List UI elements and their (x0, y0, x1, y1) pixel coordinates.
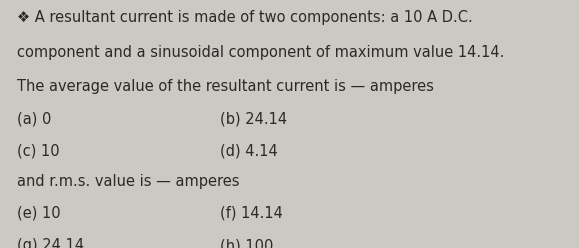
Text: The average value of the resultant current is — amperes: The average value of the resultant curre… (17, 79, 434, 94)
Text: (h) 100: (h) 100 (220, 238, 273, 248)
Text: (b) 24.14: (b) 24.14 (220, 112, 287, 126)
Text: and r.m.s. value is — amperes: and r.m.s. value is — amperes (17, 174, 240, 188)
Text: (f) 14.14: (f) 14.14 (220, 206, 283, 221)
Text: ❖ A resultant current is made of two components: a 10 A D.C.: ❖ A resultant current is made of two com… (17, 10, 473, 25)
Text: (d) 4.14: (d) 4.14 (220, 144, 278, 159)
Text: (e) 10: (e) 10 (17, 206, 61, 221)
Text: (c) 10: (c) 10 (17, 144, 60, 159)
Text: (a) 0: (a) 0 (17, 112, 52, 126)
Text: (g) 24.14: (g) 24.14 (17, 238, 85, 248)
Text: component and a sinusoidal component of maximum value 14.14.: component and a sinusoidal component of … (17, 45, 505, 60)
